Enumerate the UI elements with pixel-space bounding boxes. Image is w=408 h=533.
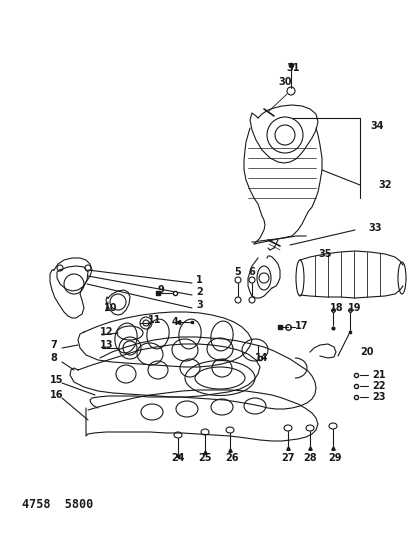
Text: 1: 1 [196, 275, 203, 285]
Text: 28: 28 [303, 453, 317, 463]
Text: 35: 35 [318, 249, 331, 259]
Text: 17: 17 [295, 321, 308, 331]
Text: 20: 20 [360, 347, 373, 357]
Text: 8: 8 [50, 353, 57, 363]
Text: 14: 14 [255, 353, 268, 363]
Text: 29: 29 [328, 453, 342, 463]
Text: 16: 16 [50, 390, 64, 400]
Text: 11: 11 [148, 315, 162, 325]
Text: 26: 26 [225, 453, 239, 463]
Text: 31: 31 [286, 63, 299, 73]
Text: 13: 13 [100, 340, 113, 350]
Text: 10: 10 [104, 303, 118, 313]
Text: 4: 4 [172, 317, 179, 327]
Text: 5: 5 [234, 267, 241, 277]
Text: 32: 32 [378, 180, 392, 190]
Text: 18: 18 [330, 303, 344, 313]
Text: 33: 33 [368, 223, 381, 233]
Text: 25: 25 [198, 453, 212, 463]
Text: 21: 21 [372, 370, 386, 380]
Text: 2: 2 [196, 287, 203, 297]
Text: 7: 7 [50, 340, 57, 350]
Text: 4758  5800: 4758 5800 [22, 498, 93, 511]
Text: 9: 9 [158, 285, 165, 295]
Text: 34: 34 [370, 121, 384, 131]
Text: 3: 3 [196, 300, 203, 310]
Text: 6: 6 [248, 267, 255, 277]
Text: 15: 15 [50, 375, 64, 385]
Text: 19: 19 [348, 303, 361, 313]
Text: 12: 12 [100, 327, 113, 337]
Text: 23: 23 [372, 392, 386, 402]
Text: 30: 30 [278, 77, 291, 87]
Text: 22: 22 [372, 381, 386, 391]
Text: 24: 24 [171, 453, 185, 463]
Text: 27: 27 [281, 453, 295, 463]
